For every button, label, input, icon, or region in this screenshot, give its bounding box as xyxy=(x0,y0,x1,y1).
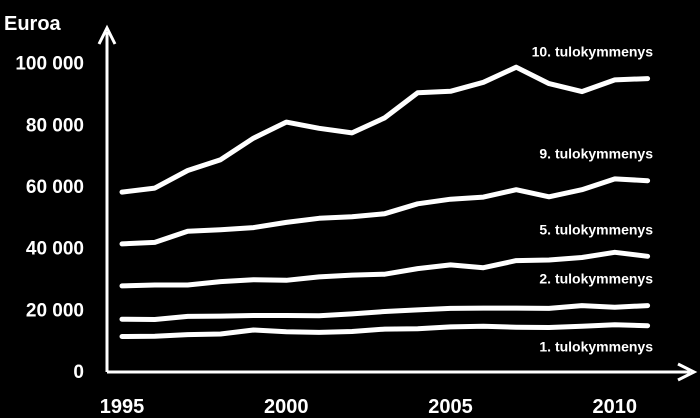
y-tick-label: 80 000 xyxy=(26,115,84,136)
x-tick-label: 1995 xyxy=(100,396,145,418)
series-line xyxy=(119,249,651,289)
series-line xyxy=(119,303,651,322)
series-line xyxy=(119,322,651,339)
series-lines xyxy=(119,64,651,339)
y-axis-title: Euroa xyxy=(4,13,62,35)
series-line xyxy=(119,176,651,247)
series-label: 5. tulokymmenys xyxy=(539,221,653,237)
series-label: 2. tulokymmenys xyxy=(539,271,653,287)
x-tick-labels: 1995 2000 2005 2010 xyxy=(100,396,637,418)
x-tick-label: 2010 xyxy=(593,396,638,418)
y-tick-label: 20 000 xyxy=(26,300,84,321)
series-label: 9. tulokymmenys xyxy=(539,146,653,162)
x-axis-arrow xyxy=(677,362,698,382)
series-label: 1. tulokymmenys xyxy=(539,339,653,355)
series-labels: 10. tulokymmenys 9. tulokymmenys 5. tuloky… xyxy=(532,44,654,355)
y-tick-label: 60 000 xyxy=(26,177,84,198)
x-tick-label: 2005 xyxy=(428,396,473,418)
x-tick-label: 2000 xyxy=(264,396,309,418)
series-label: 10. tulokymmenys xyxy=(532,44,654,60)
y-axis-arrow xyxy=(97,24,117,45)
axes: Euroa xyxy=(4,13,698,382)
y-tick-label: 40 000 xyxy=(26,239,84,260)
y-tick-labels: 0 20 000 40 000 60 000 80 000 100 000 xyxy=(15,54,84,383)
series-line xyxy=(119,64,651,195)
y-tick-label: 100 000 xyxy=(15,54,84,75)
y-tick-label: 0 xyxy=(73,362,84,383)
